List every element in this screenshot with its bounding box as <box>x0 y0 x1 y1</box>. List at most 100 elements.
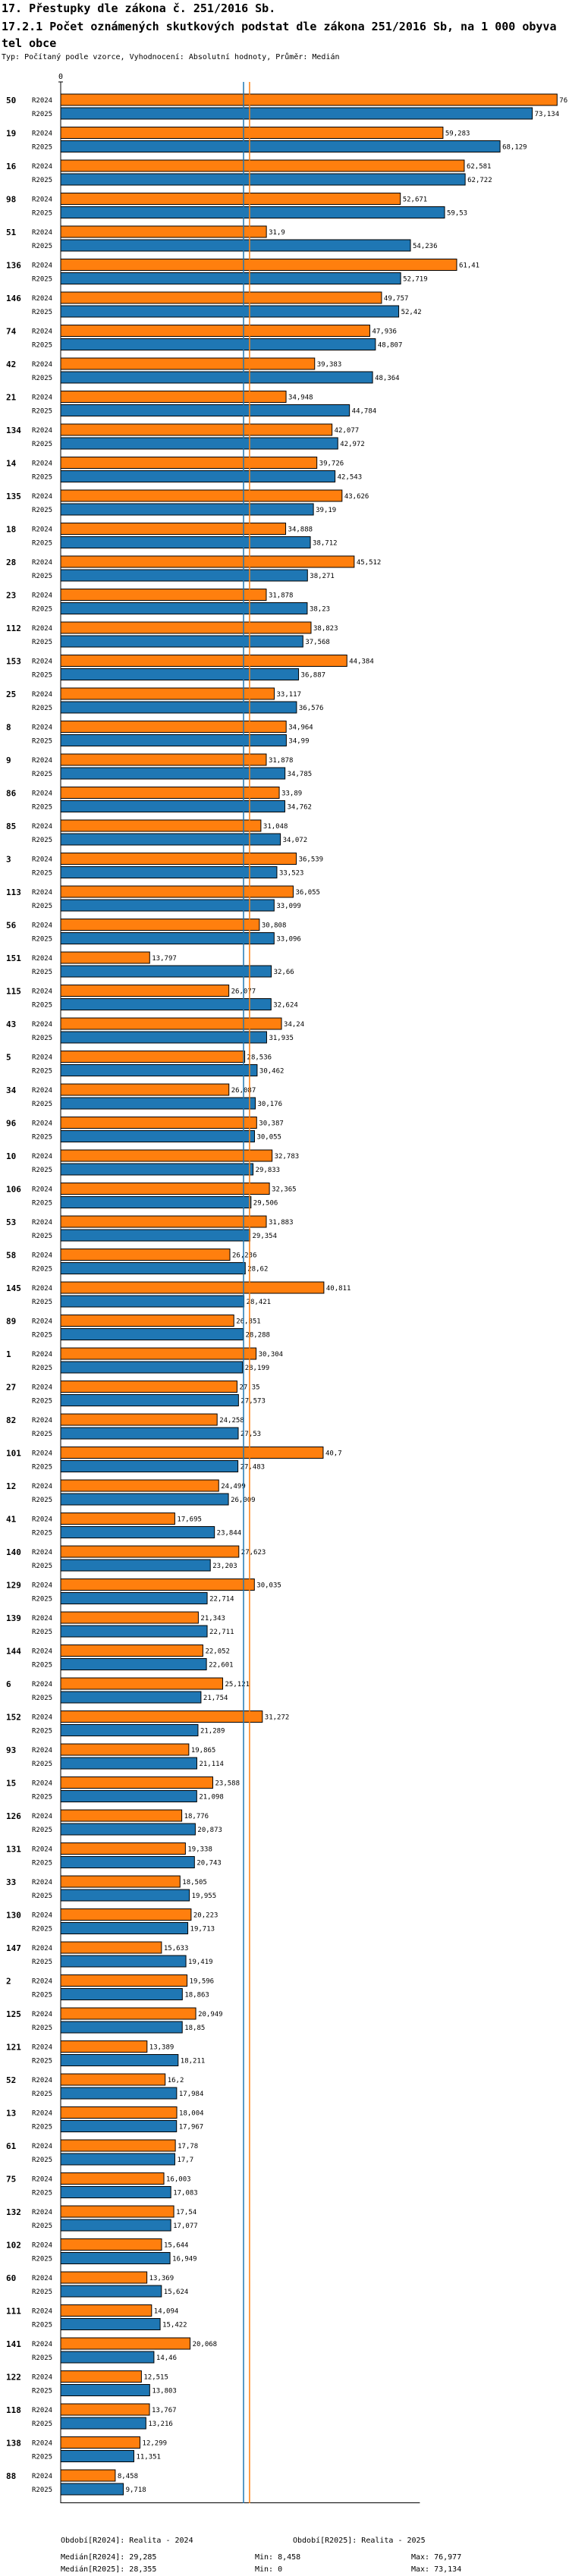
data-label: 21,343 <box>200 1615 225 1623</box>
bar-r2025 <box>60 1922 189 1934</box>
series-label: R2025 <box>32 573 52 580</box>
series-label: R2025 <box>32 144 52 152</box>
data-label: 11,351 <box>136 2454 161 2461</box>
series-label: R2025 <box>32 276 52 284</box>
bar-r2025 <box>60 470 336 482</box>
data-label: 13,797 <box>152 955 177 963</box>
bar-r2024 <box>60 1083 230 1096</box>
category-label: 151 <box>6 953 21 963</box>
data-label: 32,66 <box>274 969 294 976</box>
bar-r2024 <box>60 325 370 337</box>
bar-r2025 <box>60 1856 195 1868</box>
data-label: 44,384 <box>349 658 374 666</box>
category-label: 134 <box>6 426 21 435</box>
bar-r2024 <box>60 391 287 403</box>
data-label: 31,878 <box>269 592 294 600</box>
series-label: R2024 <box>32 1648 52 1656</box>
bar-r2024 <box>60 1974 188 1987</box>
category-label: 6 <box>6 1679 11 1689</box>
data-label: 14,094 <box>154 2308 179 2316</box>
series-label: R2025 <box>32 1167 52 1174</box>
series-label: R2025 <box>32 738 52 746</box>
data-label: 32,624 <box>273 1002 298 1010</box>
bar-r2024 <box>60 2502 420 2503</box>
category-label: 8 <box>6 723 11 733</box>
bar-r2025 <box>60 2120 178 2132</box>
bar-r2025 <box>60 1229 251 1242</box>
series-label: R2024 <box>32 130 52 138</box>
bar-r2025 <box>60 1724 199 1736</box>
series-label: R2025 <box>32 1695 52 1702</box>
series-label: R2024 <box>32 1780 52 1788</box>
series-label: R2025 <box>32 2420 52 2428</box>
bar-r2025 <box>60 2021 183 2034</box>
data-label: 24,258 <box>219 1417 244 1425</box>
category-label: 52 <box>6 2075 16 2085</box>
bar-r2024 <box>60 2403 150 2416</box>
category-label: 136 <box>6 261 21 271</box>
series-label: R2024 <box>32 1879 52 1886</box>
category-label: 53 <box>6 1217 16 1227</box>
category-label: 98 <box>6 195 16 205</box>
data-label: 44,784 <box>352 408 377 416</box>
data-label: 45,512 <box>357 559 382 567</box>
data-label: 52,42 <box>401 309 422 316</box>
series-label: R2025 <box>32 936 52 944</box>
series-label: R2025 <box>32 2355 52 2362</box>
category-label: 144 <box>6 1647 21 1657</box>
data-label: 36,055 <box>295 889 320 897</box>
category-label: 102 <box>6 2241 21 2251</box>
data-label: 19,955 <box>192 1893 217 1900</box>
bar-r2025 <box>60 2384 150 2396</box>
data-label: 43,626 <box>344 493 369 501</box>
category-label: 111 <box>6 2307 21 2317</box>
bar-r2024 <box>60 687 275 700</box>
bar-r2025 <box>60 536 311 548</box>
series-label: R2024 <box>32 328 52 336</box>
category-label: 138 <box>6 2439 21 2449</box>
data-label: 52,719 <box>403 276 428 284</box>
data-label: 42,077 <box>335 427 360 435</box>
series-label: R2025 <box>32 1596 52 1604</box>
data-label: 48,807 <box>378 342 403 350</box>
footer-median-2025: Medián[R2025]: 28,355 <box>61 2565 157 2574</box>
bar-r2024 <box>60 721 287 733</box>
data-label: 30,055 <box>256 1134 281 1142</box>
data-label: 62,581 <box>467 163 492 171</box>
bar-r2025 <box>60 965 272 978</box>
data-label: 18,211 <box>181 2058 206 2066</box>
bar-r2024 <box>60 1776 213 1789</box>
series-label: R2024 <box>32 2374 52 2382</box>
bar-r2024 <box>60 1183 270 1195</box>
data-label: 61,41 <box>459 262 479 270</box>
category-label: 145 <box>6 1283 21 1293</box>
data-label: 22,601 <box>209 1662 234 1670</box>
data-label: 33,096 <box>276 936 301 944</box>
bar-r2025 <box>60 866 278 878</box>
data-label: 16,2 <box>168 2077 184 2084</box>
bar-r2025 <box>60 140 501 152</box>
data-label: 24,499 <box>221 1483 246 1491</box>
data-label: 13,216 <box>148 2420 173 2428</box>
bar-r2024 <box>60 1413 218 1426</box>
data-label: 26,236 <box>232 1252 257 1260</box>
category-label: 74 <box>6 327 17 337</box>
bar-r2024 <box>60 1149 273 1162</box>
series-label: R2025 <box>32 309 52 316</box>
axis-zero-label: 0 <box>58 73 63 81</box>
bar-r2025 <box>60 1988 183 2000</box>
series-label: R2024 <box>32 2011 52 2018</box>
category-label: 33 <box>6 1877 16 1887</box>
bar-r2025 <box>60 1592 208 1604</box>
bar-r2024 <box>60 2304 152 2317</box>
series-label: R2025 <box>32 1926 52 1934</box>
data-label: 30,035 <box>256 1582 281 1590</box>
data-label: 34,24 <box>284 1021 304 1029</box>
bar-r2025 <box>60 371 373 384</box>
series-label: R2025 <box>32 1959 52 1966</box>
series-label: R2025 <box>32 804 52 812</box>
bar-r2025 <box>60 437 338 450</box>
bar-r2025 <box>60 1625 208 1638</box>
bar-r2025 <box>60 734 287 746</box>
bar-r2025 <box>60 1757 197 1770</box>
